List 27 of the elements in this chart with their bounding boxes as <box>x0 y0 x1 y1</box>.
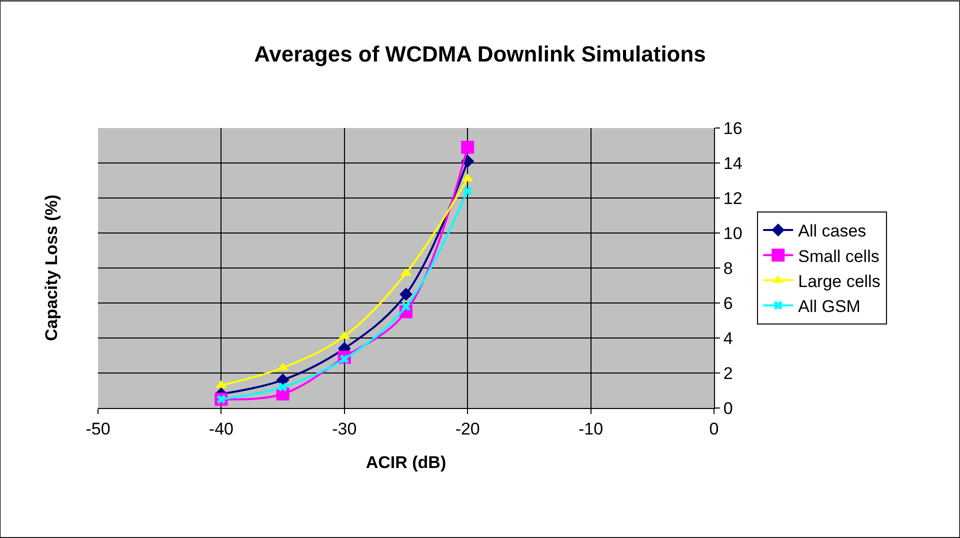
y-axis-title: Capacity Loss (%) <box>42 194 61 341</box>
x-axis-title: ACIR (dB) <box>366 452 446 472</box>
x-tick-label: -50 <box>86 419 110 438</box>
legend-label: Large cells <box>798 272 880 291</box>
legend-label: Small cells <box>798 246 880 266</box>
y-tick-label: 16 <box>723 118 742 138</box>
legend-label: All GSM <box>798 296 860 316</box>
point <box>461 140 474 154</box>
y-tick-label: 4 <box>723 328 733 348</box>
legend-label: All cases <box>798 222 866 241</box>
y-tick-label: 12 <box>723 188 742 208</box>
y-tick-label: 2 <box>723 364 733 383</box>
y-tick-label: 14 <box>723 154 742 173</box>
x-tick-label: -30 <box>332 419 357 438</box>
chart-title: Averages of WCDMA Downlink Simulations <box>254 42 706 66</box>
point <box>463 186 472 196</box>
x-tick-label: -10 <box>578 419 604 438</box>
x-tick-label: -40 <box>208 419 234 438</box>
y-tick-label: 0 <box>723 398 733 418</box>
point <box>401 302 411 312</box>
y-tick-label: 8 <box>723 258 733 278</box>
y-tick-label: 6 <box>723 294 733 313</box>
point <box>278 382 288 392</box>
point <box>400 288 412 301</box>
x-tick-label: -20 <box>455 419 480 438</box>
x-tick-label: 0 <box>709 419 719 438</box>
y-tick-label: 10 <box>723 224 742 243</box>
